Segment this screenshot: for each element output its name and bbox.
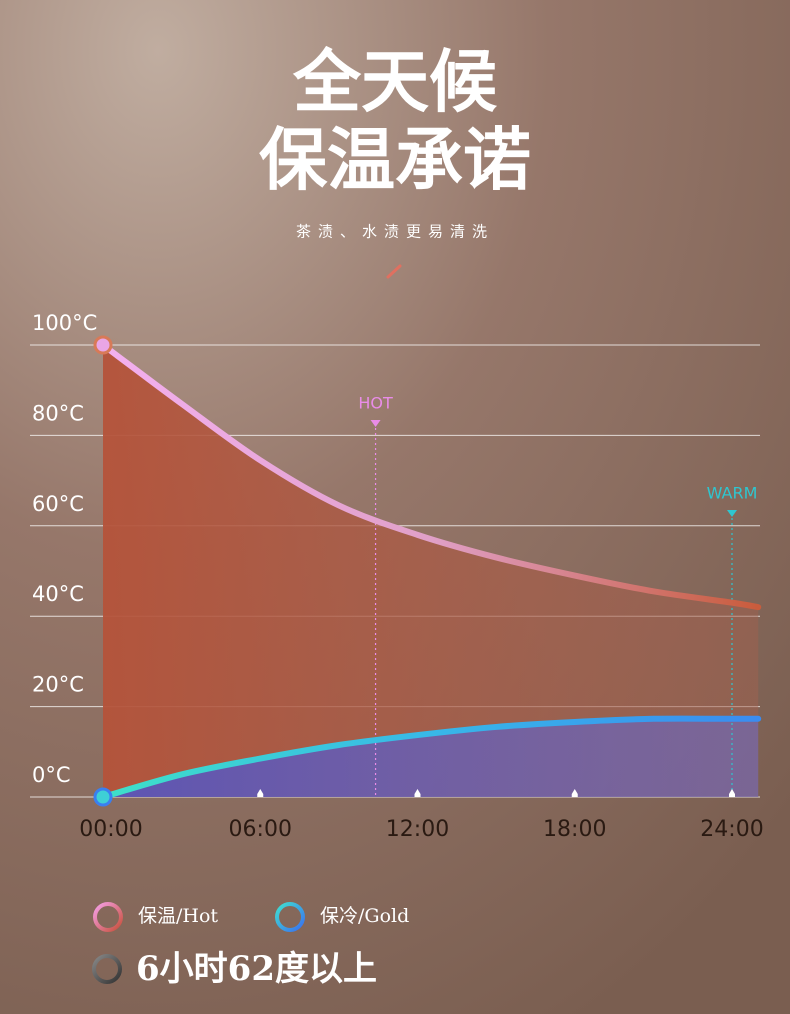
area <box>103 345 759 797</box>
y-tick-label: 100°C <box>32 311 97 335</box>
y-tick-label: 20°C <box>32 673 84 697</box>
legend-label: 保冷/Gold <box>320 905 409 927</box>
line <box>100 342 762 611</box>
x-tick-mark <box>414 789 421 797</box>
annotation-label: WARM <box>707 484 758 503</box>
annotation-arrow <box>370 420 381 427</box>
x-tick-label: 00:00 <box>79 817 142 842</box>
line <box>100 715 762 800</box>
x-tick-label: 24:00 <box>700 817 763 842</box>
y-tick-label: 60°C <box>32 492 84 516</box>
x-tick-label: 18:00 <box>543 817 606 842</box>
start-point <box>93 335 113 355</box>
legend-icon <box>93 902 123 932</box>
annotation-label: HOT <box>358 394 393 413</box>
legend-icon <box>275 902 305 932</box>
y-tick-label: 0°C <box>32 763 71 787</box>
x-tick-label: 12:00 <box>386 817 449 842</box>
subtitle: 保温承诺 <box>259 121 531 201</box>
annotation-arrow <box>727 510 737 517</box>
accent <box>386 264 402 279</box>
tagline: 茶渍、水渍更易清洗 <box>296 223 494 241</box>
y-tick-label: 40°C <box>32 582 84 606</box>
y-tick-label: 80°C <box>32 401 84 425</box>
x-tick-mark <box>257 789 264 797</box>
x-tick-label: 06:00 <box>229 817 292 842</box>
x-tick-mark <box>729 789 735 797</box>
legend-label: 保温/Hot <box>138 905 218 927</box>
area <box>103 718 759 797</box>
x-tick-mark <box>571 789 578 797</box>
start-point <box>93 787 113 807</box>
note-icon <box>92 954 122 984</box>
note: 6小时62度以上 <box>136 949 377 989</box>
title: 全天候 <box>292 43 497 123</box>
